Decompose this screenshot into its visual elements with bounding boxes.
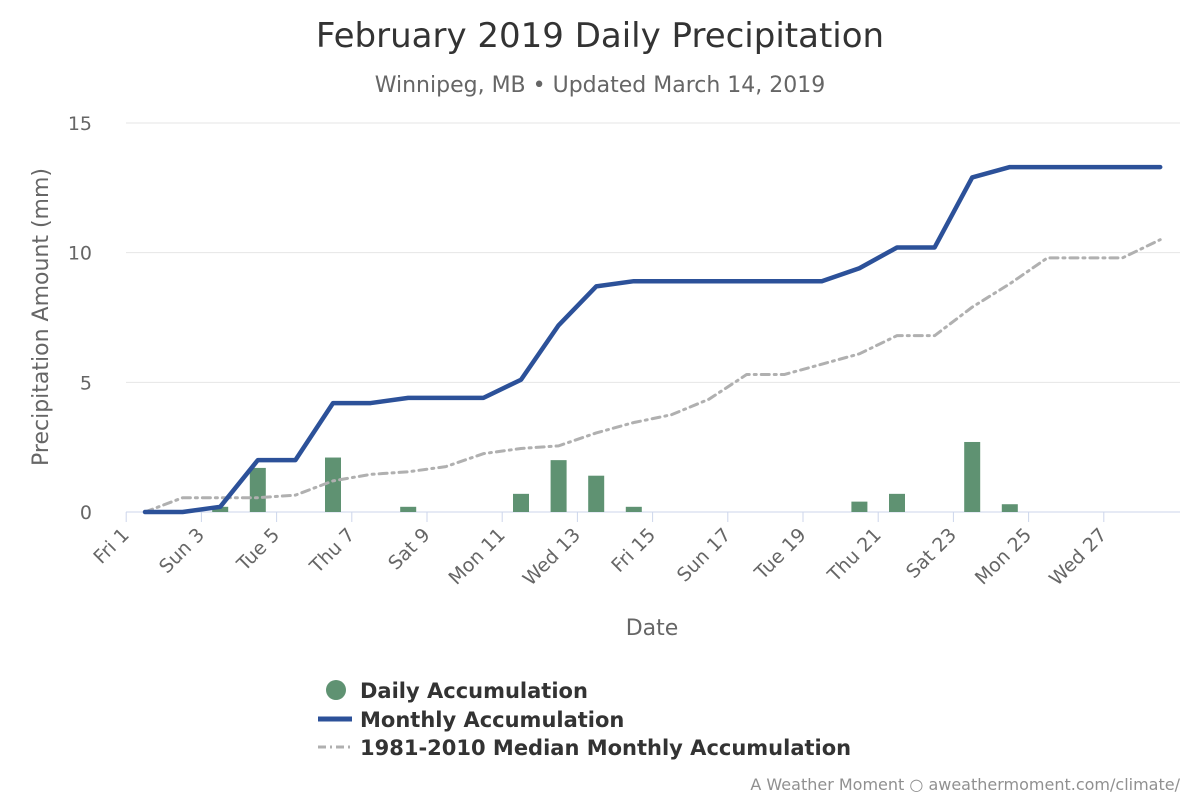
daily-bar — [1001, 504, 1018, 512]
daily-bar — [400, 506, 417, 512]
x-axis: Fri 1 Sun 3 Tue 5 Thu 7 Sat 9 Mon 11 Wed 13 Fri… — [89, 512, 1111, 590]
daily-bar — [889, 493, 905, 512]
x-tick-label: Wed 27 — [1045, 524, 1111, 590]
x-tick-label: Wed 13 — [519, 524, 585, 590]
legend-label-monthly: Monthly Accumulation — [360, 708, 624, 732]
legend-label-daily: Daily Accumulation — [360, 679, 588, 703]
gridlines — [126, 122, 1180, 513]
legend-item-monthly[interactable]: Monthly Accumulation — [318, 708, 624, 732]
x-tick-label: Thu 21 — [823, 524, 886, 587]
x-tick-label: Fri 15 — [607, 524, 660, 577]
daily-bar — [964, 441, 981, 512]
daily-bar — [550, 460, 567, 512]
legend-symbol-daily — [326, 680, 346, 700]
y-axis-ticks: 0 5 10 15 — [68, 113, 92, 524]
legend: Daily Accumulation Monthly Accumulation … — [318, 679, 851, 760]
y-tick-label: 5 — [80, 372, 92, 394]
legend-item-daily[interactable]: Daily Accumulation — [326, 679, 588, 703]
daily-bar — [325, 457, 341, 512]
median-accumulation-line — [143, 238, 1162, 514]
x-tick-label: Thu 7 — [305, 524, 359, 578]
daily-bar — [625, 506, 642, 512]
chart-subtitle: Winnipeg, MB • Updated March 14, 2019 — [375, 73, 826, 98]
x-tick-label: Tue 19 — [750, 524, 811, 585]
x-tick-label: Tue 5 — [232, 524, 284, 576]
y-tick-label: 10 — [68, 243, 92, 265]
chart-title: February 2019 Daily Precipitation — [316, 16, 884, 56]
daily-bar — [212, 506, 229, 512]
x-tick-label: Sun 17 — [673, 524, 735, 586]
accumulation-lines — [142, 164, 1163, 515]
x-axis-title: Date — [626, 616, 679, 641]
legend-item-median[interactable]: 1981-2010 Median Monthly Accumulation — [318, 736, 851, 760]
x-tick-label: Sun 3 — [155, 524, 209, 578]
legend-label-median: 1981-2010 Median Monthly Accumulation — [360, 736, 851, 760]
monthly-accumulation-line — [142, 164, 1163, 515]
daily-bar — [851, 501, 868, 512]
credit-link[interactable]: A Weather Moment ○ aweathermoment.com/cl… — [750, 775, 1180, 794]
y-tick-label: 15 — [68, 113, 92, 135]
y-axis-title: Precipitation Amount (mm) — [29, 168, 54, 466]
daily-bars — [212, 441, 1018, 512]
x-tick-label: Mon 11 — [444, 524, 509, 589]
daily-bar — [588, 475, 605, 512]
daily-bar — [249, 467, 266, 512]
x-tick-label: Fri 1 — [89, 524, 133, 568]
daily-bar — [513, 493, 529, 512]
x-tick-label: Sat 9 — [384, 524, 434, 574]
x-tick-label: Mon 25 — [971, 524, 1036, 589]
x-tick-label: Sat 23 — [902, 524, 961, 583]
y-tick-label: 0 — [80, 502, 92, 524]
